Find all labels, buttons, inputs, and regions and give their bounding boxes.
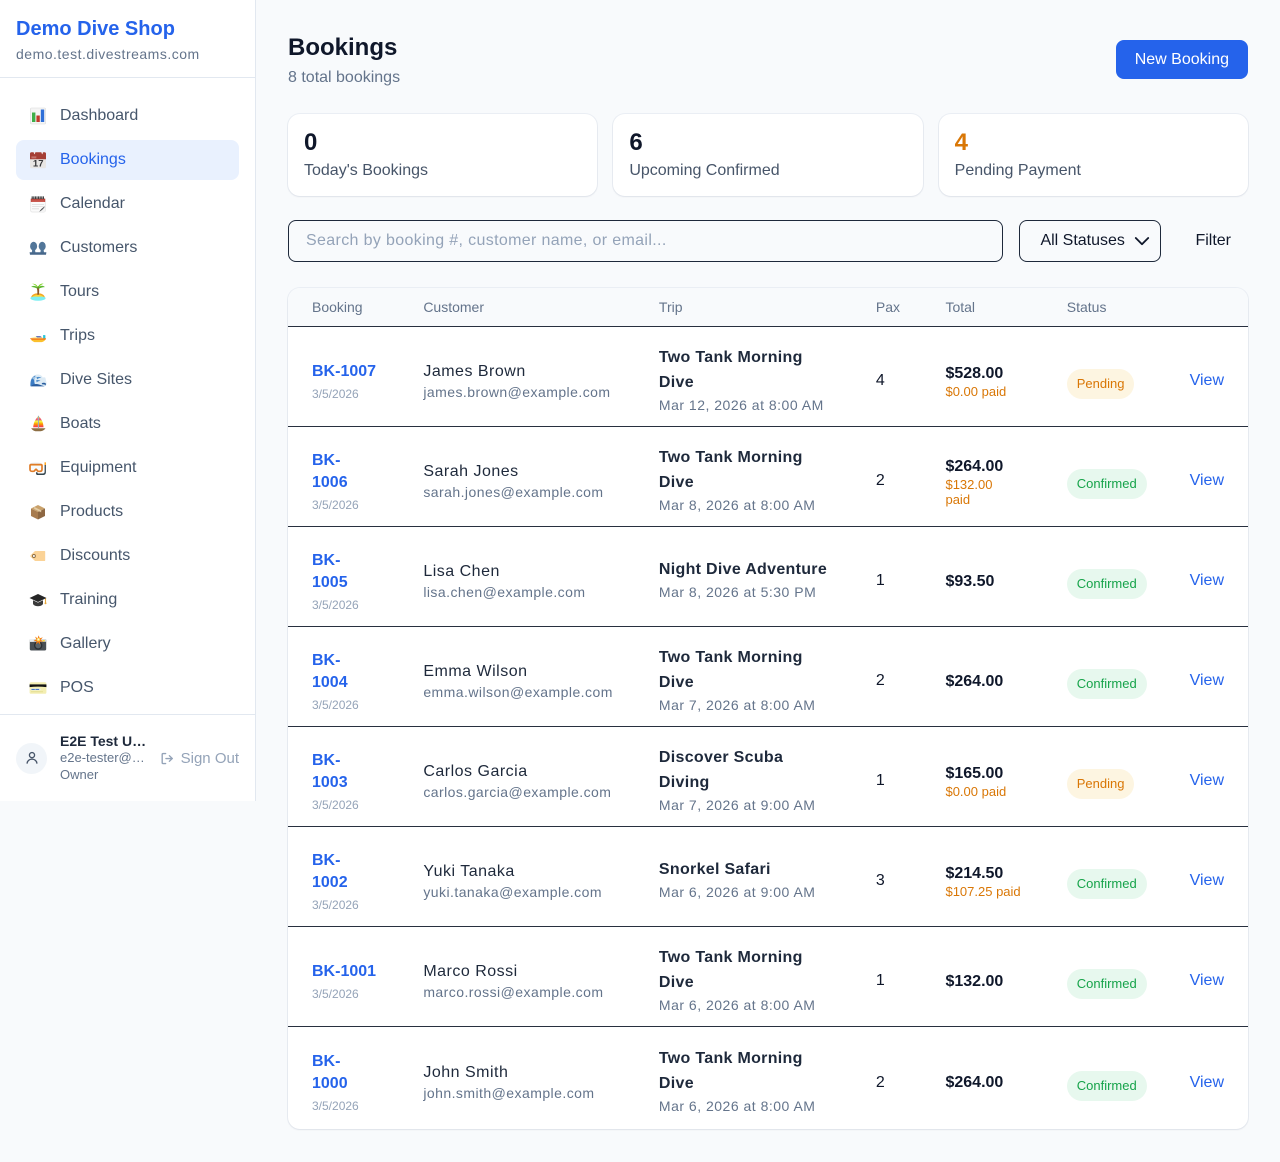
svg-text:17: 17 bbox=[33, 158, 44, 169]
